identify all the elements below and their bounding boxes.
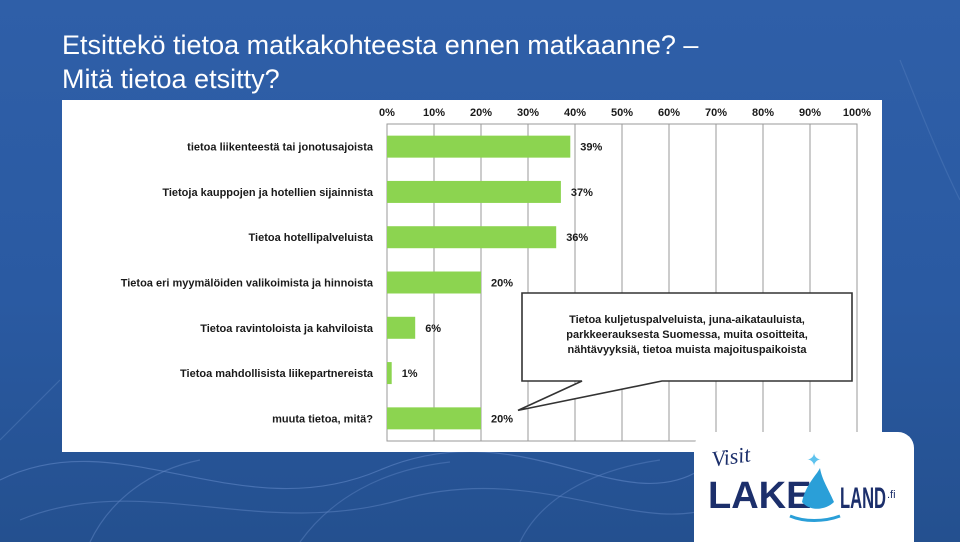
- annotation-text-line: parkkeerauksesta Suomessa, muita osoitte…: [566, 329, 808, 341]
- logo-word-lake: LAKE: [708, 475, 811, 517]
- bar-chart: 0% 10% 20% 30% 40% 50% 60% 70% 80% 90% 100% tietoa …: [121, 107, 871, 442]
- annotation-text-line: Tietoa kuljetuspalveluista, juna-aikatau…: [569, 314, 805, 326]
- x-tick-label: 10%: [423, 107, 445, 119]
- category-label: Tietoa eri myymälöiden valikoimista ja h…: [121, 278, 374, 290]
- x-tick-label: 0%: [379, 107, 395, 119]
- x-tick-label: 100%: [843, 107, 871, 119]
- bar: [387, 135, 571, 158]
- x-tick-label: 90%: [799, 107, 821, 119]
- logo-visit-script: Visit: [710, 441, 753, 471]
- annotation-text-line: nähtävyyksiä, tietoa muista majoituspaik…: [567, 344, 807, 356]
- bar: [387, 407, 481, 430]
- visit-lakeland-logo: Visit LAKE ✦ LAND .fi: [694, 432, 914, 542]
- value-label: 36%: [566, 232, 588, 244]
- logo-word-land: LAND: [840, 482, 886, 515]
- category-label: Tietoa mahdollisista liikepartnereista: [180, 368, 374, 380]
- bar: [387, 316, 416, 339]
- slide-title: Etsittekö tietoa matkakohteesta ennen ma…: [62, 28, 942, 96]
- slide-title-line-1: Etsittekö tietoa matkakohteesta ennen ma…: [62, 30, 699, 60]
- x-tick-label: 60%: [658, 107, 680, 119]
- bar: [387, 180, 561, 203]
- value-label: 6%: [425, 323, 441, 335]
- x-tick-label: 20%: [470, 107, 492, 119]
- category-label: tietoa liikenteestä tai jonotusajoista: [187, 142, 374, 154]
- x-tick-label: 50%: [611, 107, 633, 119]
- value-label: 20%: [491, 413, 513, 425]
- category-label: Tietoa hotellipalveluista: [249, 232, 374, 244]
- logo-star-icon: ✦: [806, 450, 821, 471]
- value-label: 20%: [491, 278, 513, 290]
- value-label: 39%: [580, 142, 602, 154]
- x-tick-label: 80%: [752, 107, 774, 119]
- x-tick-label: 30%: [517, 107, 539, 119]
- chart-panel: 0% 10% 20% 30% 40% 50% 60% 70% 80% 90% 100% tietoa …: [62, 100, 882, 452]
- bar: [387, 362, 392, 385]
- logo-suffix: .fi: [887, 489, 896, 501]
- category-label: muuta tietoa, mitä?: [272, 413, 373, 425]
- annotation-callout-box: [517, 292, 853, 412]
- x-tick-label: 40%: [564, 107, 586, 119]
- bar: [387, 226, 557, 249]
- category-label: Tietoa ravintoloista ja kahviloista: [200, 323, 374, 335]
- category-label: Tietoja kauppojen ja hotellien sijainnis…: [162, 187, 374, 199]
- slide-title-line-2: Mitä tietoa etsitty?: [62, 64, 280, 94]
- bar: [387, 271, 481, 294]
- value-label: 1%: [402, 368, 418, 380]
- x-tick-label: 70%: [705, 107, 727, 119]
- logo-splash-shape: [802, 468, 834, 509]
- value-label: 37%: [571, 187, 593, 199]
- logo-wave-shape: [789, 514, 841, 522]
